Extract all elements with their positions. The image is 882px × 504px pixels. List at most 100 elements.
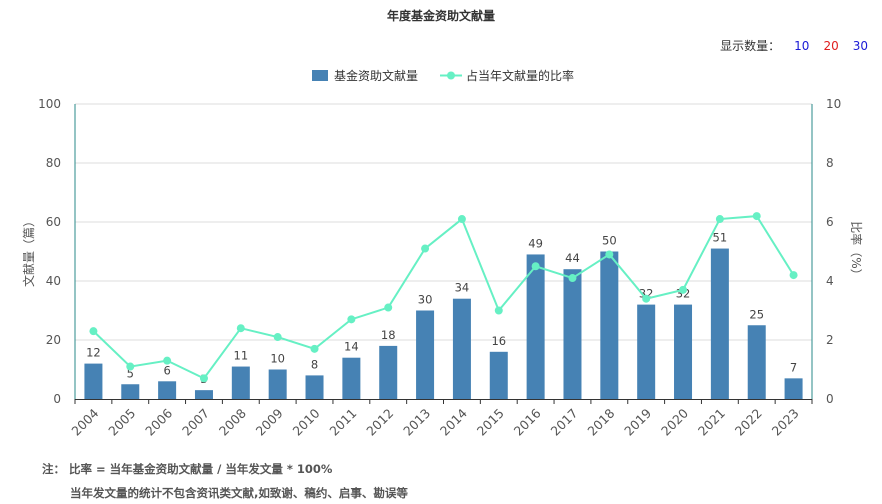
bar-data-label: 49 xyxy=(528,236,543,250)
ratio-point xyxy=(421,244,430,253)
y-axis-left-label: 文献量（篇） xyxy=(21,215,36,287)
bar-data-label: 11 xyxy=(234,349,249,363)
bar-data-label: 30 xyxy=(418,293,433,307)
x-tick-label: 2021 xyxy=(695,406,728,439)
bar-data-label: 25 xyxy=(749,307,764,321)
y-tick-label-right: 0 xyxy=(826,392,834,406)
display-count-label: 显示数量： xyxy=(720,39,781,53)
ratio-line xyxy=(92,215,795,380)
grid-lines xyxy=(75,103,812,341)
x-tick-label: 2010 xyxy=(290,405,323,438)
bar-data-label: 10 xyxy=(270,352,285,366)
bar xyxy=(194,390,213,399)
x-tick-label: 2004 xyxy=(68,405,101,438)
x-tick-label: 2018 xyxy=(584,405,617,438)
ratio-point xyxy=(752,212,761,221)
ratio-point xyxy=(679,285,688,294)
x-tick-label: 2020 xyxy=(658,405,691,438)
y-axis-right-label: 比率（%） xyxy=(849,221,864,280)
ratio-point xyxy=(457,215,466,224)
ratio-point xyxy=(494,306,503,315)
bar xyxy=(305,375,324,399)
y-tick-label-right: 8 xyxy=(826,156,834,170)
bar xyxy=(784,378,803,399)
bar xyxy=(231,366,250,399)
bar xyxy=(710,248,729,399)
bar xyxy=(674,304,693,399)
line-series xyxy=(89,212,798,383)
x-tick-label: 2006 xyxy=(142,405,175,438)
bar-data-label: 18 xyxy=(381,328,396,342)
bar xyxy=(342,357,361,399)
bar-data-label: 7 xyxy=(790,360,797,374)
x-tick-label: 2009 xyxy=(253,405,286,438)
legend-bar-swatch xyxy=(312,70,328,81)
bar-data-label: 16 xyxy=(491,334,506,348)
legend-bar-label[interactable]: 基金资助文献量 xyxy=(334,68,418,83)
x-tick-label: 2008 xyxy=(216,405,249,438)
ratio-point xyxy=(384,303,393,312)
x-tick-label: 2013 xyxy=(400,406,433,439)
bar xyxy=(416,310,435,399)
ratio-point xyxy=(715,215,724,224)
ratio-point xyxy=(273,333,282,342)
bar xyxy=(526,254,545,399)
note-ratio-formula: 注： 比率 = 当年基金资助文献量 / 当年发文量 * 100% xyxy=(42,462,333,476)
bar xyxy=(379,345,398,399)
legend[interactable]: 基金资助文献量 占当年文献量的比率 xyxy=(312,68,574,83)
x-tick-labels: 2004 2005 2006 2007 2008 2009 2010 2011 2012 2013… xyxy=(68,405,801,438)
bar-data-label: 34 xyxy=(455,281,470,295)
ratio-point xyxy=(531,262,540,271)
y-tick-label-left: 40 xyxy=(46,274,61,288)
bar-data-label: 12 xyxy=(86,346,101,360)
display-count-option-20[interactable]: 20 xyxy=(823,39,839,53)
bar xyxy=(747,325,766,399)
x-tick-label: 2015 xyxy=(474,406,507,439)
x-tick-label: 2023 xyxy=(769,406,802,439)
y-tick-label-right: 4 xyxy=(826,274,834,288)
display-count-option-30[interactable]: 30 xyxy=(852,39,868,53)
ratio-point xyxy=(163,356,172,365)
bar xyxy=(600,251,619,399)
y-tick-label-left: 0 xyxy=(53,392,61,406)
ratio-point xyxy=(236,324,245,333)
bar-data-label: 51 xyxy=(713,231,728,245)
ratio-point xyxy=(789,271,798,280)
ratio-point xyxy=(347,315,356,324)
y-tick-label-left: 100 xyxy=(38,97,61,111)
x-tick-label: 2016 xyxy=(511,405,544,438)
x-tick-label: 2005 xyxy=(105,406,138,439)
x-tick-label: 2017 xyxy=(547,406,580,439)
bar-data-label: 14 xyxy=(344,340,359,354)
bar-data-label: 8 xyxy=(311,357,318,371)
bar xyxy=(268,369,287,399)
bar xyxy=(158,381,177,399)
bar-data-label: 5 xyxy=(127,366,134,380)
chart-title: 年度基金资助文献量 xyxy=(386,9,495,23)
ratio-point xyxy=(89,327,98,336)
bar xyxy=(489,351,508,399)
x-tick-label: 2019 xyxy=(621,405,654,438)
legend-line-label[interactable]: 占当年文献量的比率 xyxy=(466,68,574,83)
bar xyxy=(637,304,656,399)
ratio-point xyxy=(568,274,577,283)
y-tick-label-right: 6 xyxy=(826,215,834,229)
y-tick-label-right: 2 xyxy=(826,333,834,347)
bar xyxy=(563,269,582,399)
axes: 0 20 40 60 80 100 0 2 4 6 8 10 xyxy=(38,97,841,406)
x-tick-label: 2012 xyxy=(363,406,396,439)
x-tick-label: 2011 xyxy=(326,406,359,439)
bar xyxy=(121,384,140,399)
x-tick-label: 2014 xyxy=(437,405,470,438)
display-count-option-10[interactable]: 10 xyxy=(794,39,810,53)
bar-data-label: 6 xyxy=(163,363,170,377)
y-tick-label-left: 60 xyxy=(46,215,61,229)
ratio-point xyxy=(126,362,135,371)
legend-line-marker xyxy=(447,71,455,80)
bar xyxy=(84,363,103,399)
ratio-point xyxy=(310,344,319,353)
x-tick-label: 2022 xyxy=(732,406,765,439)
bar-data-label: 50 xyxy=(602,234,617,248)
bar-data-label: 44 xyxy=(565,251,580,265)
